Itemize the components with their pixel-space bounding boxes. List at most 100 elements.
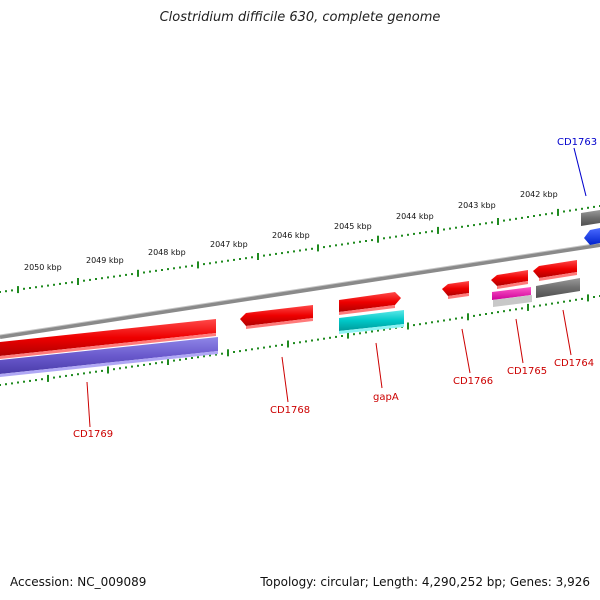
minor-tick xyxy=(365,331,367,334)
gene-label-cd1769[interactable]: CD1769 xyxy=(73,429,113,440)
gene-cd1768-edge xyxy=(246,318,313,329)
gene-cd1765-red[interactable] xyxy=(491,270,528,286)
minor-tick xyxy=(65,374,67,377)
gene-cd1763-blue[interactable] xyxy=(584,228,600,245)
minor-tick xyxy=(329,245,331,248)
minor-tick xyxy=(185,265,187,268)
gene-cd1766-edge xyxy=(448,293,469,299)
gene-label-gapa[interactable]: gapA xyxy=(373,392,399,403)
minor-tick xyxy=(101,369,103,372)
gene-cd1769-purple[interactable] xyxy=(0,337,218,374)
minor-tick xyxy=(419,323,421,326)
scale-label: 2044 kbp xyxy=(396,212,434,221)
minor-tick xyxy=(95,370,97,373)
minor-tick xyxy=(125,273,127,276)
gene-label-cd1765[interactable]: CD1765 xyxy=(507,366,547,377)
minor-tick xyxy=(89,278,91,281)
minor-tick xyxy=(413,324,415,327)
leader-cd1769 xyxy=(86,381,91,428)
minor-tick xyxy=(371,239,373,242)
minor-tick xyxy=(365,240,367,242)
gene-label-cd1764[interactable]: CD1764 xyxy=(554,358,594,369)
minor-tick xyxy=(521,307,523,310)
minor-tick xyxy=(419,232,421,235)
minor-tick xyxy=(47,284,49,287)
minor-tick xyxy=(515,308,517,311)
major-tick xyxy=(587,294,589,302)
gene-gapa-red-edge xyxy=(339,305,395,315)
leader-cd1764 xyxy=(562,309,572,356)
minor-tick xyxy=(101,277,103,280)
gene-gapa-red[interactable] xyxy=(339,292,401,312)
minor-tick xyxy=(293,342,295,345)
accession-text: Accession: NC_009089 xyxy=(10,575,147,589)
minor-tick xyxy=(209,262,211,265)
minor-tick xyxy=(0,291,1,293)
minor-tick xyxy=(449,227,451,230)
minor-tick xyxy=(83,372,85,375)
gene-label-cd1763[interactable]: CD1763 xyxy=(557,137,597,148)
minor-tick xyxy=(203,263,205,266)
gene-cd1765-magenta[interactable] xyxy=(492,287,531,300)
minor-tick xyxy=(485,313,487,315)
gene-cd1763-gray[interactable] xyxy=(581,210,600,226)
minor-tick xyxy=(245,349,247,352)
minor-tick xyxy=(113,368,115,371)
gene-cd1765-gray[interactable] xyxy=(493,295,532,307)
minor-tick xyxy=(521,216,523,219)
minor-tick xyxy=(539,214,541,217)
minor-tick xyxy=(263,346,265,349)
minor-tick xyxy=(269,253,271,256)
minor-tick xyxy=(395,235,397,238)
minor-tick xyxy=(359,332,361,335)
minor-tick xyxy=(227,259,229,262)
minor-tick xyxy=(503,219,505,222)
minor-tick xyxy=(191,264,193,267)
major-tick xyxy=(437,226,439,234)
gene-cd1764-red-edge xyxy=(539,272,577,281)
minor-tick xyxy=(533,215,535,217)
gene-cd1768[interactable] xyxy=(240,305,313,326)
minor-tick xyxy=(467,224,469,227)
minor-tick xyxy=(359,240,361,243)
minor-tick xyxy=(107,276,109,279)
inner-scale-ticks xyxy=(0,294,600,386)
minor-tick xyxy=(113,275,115,278)
gene-cd1764-red[interactable] xyxy=(533,260,577,278)
minor-tick xyxy=(377,329,379,332)
minor-tick xyxy=(191,357,193,359)
minor-tick xyxy=(5,383,7,386)
minor-tick xyxy=(329,336,331,339)
gene-cd1769-red[interactable] xyxy=(0,319,216,356)
minor-tick xyxy=(215,353,217,356)
minor-tick xyxy=(437,320,439,323)
minor-tick xyxy=(545,303,547,306)
minor-tick xyxy=(557,301,559,304)
minor-tick xyxy=(383,328,385,331)
minor-tick xyxy=(431,230,433,233)
gene-label-cd1766[interactable]: CD1766 xyxy=(453,376,493,387)
minor-tick xyxy=(491,221,493,224)
minor-tick xyxy=(473,314,475,317)
minor-tick xyxy=(509,309,511,312)
gene-label-cd1768[interactable]: CD1768 xyxy=(270,405,310,416)
minor-tick xyxy=(383,237,385,240)
minor-tick xyxy=(581,297,583,300)
major-tick xyxy=(77,278,79,285)
minor-tick xyxy=(179,266,181,269)
topology-summary: Topology: circular; Length: 4,290,252 bp… xyxy=(260,575,590,589)
minor-tick xyxy=(89,371,91,374)
minor-tick xyxy=(503,310,505,313)
minor-tick xyxy=(29,379,31,382)
gene-cd1764-gray[interactable] xyxy=(536,278,580,298)
minor-tick xyxy=(569,299,571,302)
scale-label: 2050 kbp xyxy=(24,263,62,272)
major-tick xyxy=(257,253,259,260)
minor-tick xyxy=(197,356,199,359)
gene-cd1766[interactable] xyxy=(442,281,469,296)
scale-label: 2042 kbp xyxy=(520,190,558,199)
minor-tick xyxy=(41,378,43,381)
minor-tick xyxy=(515,217,517,220)
minor-tick xyxy=(479,223,481,226)
minor-tick xyxy=(59,282,61,285)
